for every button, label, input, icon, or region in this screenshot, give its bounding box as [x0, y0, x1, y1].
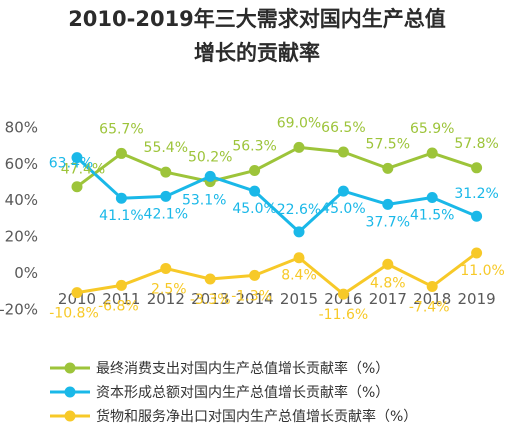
data-point [471, 210, 483, 222]
data-label: 57.5% [366, 136, 410, 152]
data-point [337, 146, 349, 158]
data-label: 37.7% [366, 214, 410, 230]
data-label: -10.8% [49, 306, 99, 322]
y-tick-label: 60% [5, 155, 38, 173]
legend: 最终消费支出对国内生产总值增长贡献率（%） 资本形成总额对国内生产总值增长贡献率（… [50, 360, 417, 425]
data-label: 31.2% [454, 186, 498, 202]
x-tick-label: 2014 [236, 290, 274, 308]
data-point [160, 190, 172, 202]
y-axis: 80% 60% 40% 20% 0% -20% [0, 118, 38, 318]
data-point [71, 152, 83, 164]
data-label: 50.2% [188, 150, 232, 166]
x-tick-label: 2010 [58, 290, 96, 308]
data-label: 47.4% [61, 162, 105, 178]
y-tick-label: 40% [5, 191, 38, 209]
data-label: 65.7% [99, 121, 143, 137]
data-point [426, 191, 438, 203]
chart-title-line-2: 增长的贡献率 [194, 41, 320, 65]
legend-label: 最终消费支出对国内生产总值增长贡献率（%） [96, 360, 389, 377]
data-label: 41.1% [99, 208, 143, 224]
data-point [115, 192, 127, 204]
y-tick-label: 80% [5, 118, 38, 136]
data-label: -7.4% [409, 299, 450, 315]
data-label: 11.0% [460, 263, 504, 279]
plot-area [71, 141, 483, 300]
data-labels: 47.4% 65.7%55.4%50.2%56.3%69.0% 66.5%57.5%… [49, 115, 505, 323]
data-label: 56.3% [232, 139, 276, 155]
legend-label: 资本形成总额对国内生产总值增长贡献率（%） [96, 384, 389, 401]
data-label: 69.0% [277, 115, 321, 131]
data-point [382, 258, 394, 270]
data-label: 63.4% [49, 156, 93, 172]
data-label: 53.1% [182, 192, 226, 208]
data-label: -6.8% [98, 298, 139, 314]
x-tick-label: 2013 [191, 290, 229, 308]
data-point [382, 198, 394, 210]
legend-marker [64, 410, 76, 422]
y-tick-label: 20% [5, 228, 38, 246]
data-label: 4.8% [370, 275, 406, 291]
data-point [337, 185, 349, 197]
series-line-1 [76, 145, 478, 188]
data-point [249, 269, 261, 281]
legend-marker [64, 362, 76, 374]
data-point [471, 247, 483, 259]
data-point [160, 166, 172, 178]
x-tick-label: 2019 [458, 290, 496, 308]
data-point [293, 226, 305, 238]
data-label: 8.4% [281, 268, 317, 284]
x-tick-label: 2012 [147, 290, 185, 308]
data-point [293, 252, 305, 264]
data-point [204, 273, 216, 285]
data-label: 42.1% [144, 206, 188, 222]
data-label: 55.4% [144, 140, 188, 156]
chart-title-line-1: 2010-2019年三大需求对国内生产总值 [68, 7, 446, 31]
data-label: 45.0% [321, 201, 365, 217]
data-point [426, 147, 438, 159]
x-tick-label: 2017 [369, 290, 407, 308]
data-point [426, 280, 438, 292]
y-tick-label: -20% [0, 300, 38, 318]
data-label: 65.9% [410, 121, 454, 137]
data-point [337, 288, 349, 300]
data-label: 57.8% [454, 136, 498, 152]
data-label: -11.6% [319, 307, 369, 323]
data-label: 2.5% [151, 281, 187, 297]
x-tick-label: 2018 [413, 290, 451, 308]
data-point [382, 162, 394, 174]
data-point [71, 287, 83, 299]
x-tick-label: 2015 [280, 290, 318, 308]
legend-label: 货物和服务净出口对国内生产总值增长贡献率（%） [96, 408, 417, 425]
data-label: 45.0% [232, 201, 276, 217]
data-point [471, 162, 483, 174]
series-line-2 [75, 156, 478, 234]
legend-marker [64, 386, 76, 398]
data-point [115, 147, 127, 159]
data-label: -3.3% [190, 292, 231, 308]
x-tick-label: 2011 [102, 290, 140, 308]
data-point [71, 181, 83, 193]
series-line-3 [76, 251, 478, 296]
data-label: 22.6% [277, 202, 321, 218]
data-point [204, 170, 216, 182]
data-point [249, 185, 261, 197]
y-tick-label: 0% [14, 264, 38, 282]
data-point [160, 262, 172, 274]
data-label: -1.3% [231, 288, 272, 304]
data-label: 41.5% [410, 207, 454, 223]
data-label: 66.5% [321, 120, 365, 136]
data-point [249, 165, 261, 177]
data-point [293, 141, 305, 153]
data-point [115, 279, 127, 291]
